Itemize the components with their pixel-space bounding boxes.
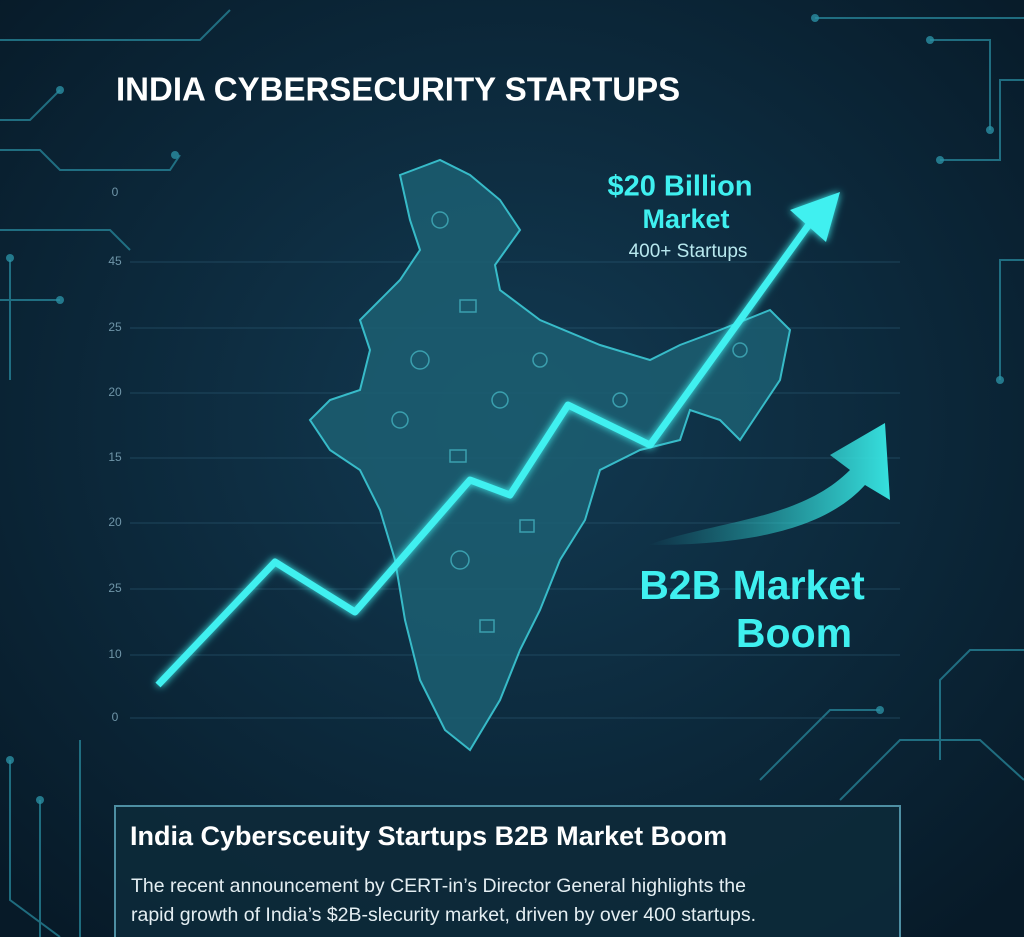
india-map: [308, 158, 792, 752]
callout-subline: 400+ Startups: [629, 241, 748, 262]
map-icons: [391, 211, 748, 633]
axis-label: 20: [108, 385, 122, 399]
caption-heading: India Cybersceuity Startups B2B Market B…: [130, 821, 727, 851]
growth-line: [155, 209, 821, 688]
axis-label: 20: [108, 515, 122, 529]
circuit-lines: [0, 9, 1024, 937]
axis-label: 0: [112, 185, 119, 199]
swoosh-arrow: [648, 423, 890, 545]
badge-text: B2B Market: [639, 562, 865, 608]
callout-headline: Market: [642, 204, 729, 234]
callout-headline: $20 Billion: [607, 171, 752, 203]
badge-text: Boom: [736, 610, 852, 656]
axis-labels: 0 45 25 20 15 20 25 10 0: [108, 185, 122, 724]
caption-body: The recent announcement by CERT-in’s Dir…: [131, 875, 746, 897]
axis-label: 0: [112, 710, 119, 724]
axis-label: 45: [108, 254, 122, 268]
axis-label: 10: [108, 647, 122, 661]
caption-box: [114, 805, 901, 937]
title: INDIA CYBERSECURITY STARTUPS: [116, 71, 680, 108]
axis-label: 15: [108, 450, 122, 464]
circuit-nodes: [6, 14, 1004, 804]
axis-label: 25: [108, 320, 122, 334]
caption-body: rapid growth of India’s $2B-slecurity ma…: [131, 904, 756, 926]
growth-arrowhead: [790, 192, 840, 242]
axis-label: 25: [108, 581, 122, 595]
